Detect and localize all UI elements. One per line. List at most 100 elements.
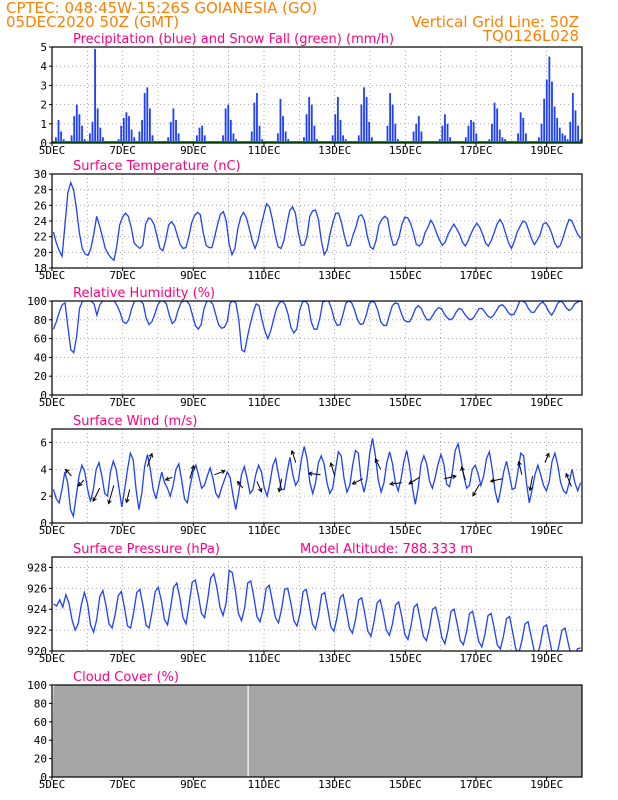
plot-area-humidity [52, 301, 581, 355]
x-tick-label: 13DEC [318, 269, 351, 282]
y-tick-label: 0 [40, 517, 47, 530]
precip-bar [308, 96, 311, 143]
precip-bar [60, 131, 63, 143]
figure-header: CPTEC: 048:45W-15:26S GOIANESIA (GO) 05D… [6, 0, 579, 45]
y-tick-label: 920 [27, 645, 47, 658]
precip-bar [250, 131, 253, 143]
precip-bar [551, 81, 553, 143]
panel-wind: Surface Wind (m/s) 0 2 4 6 5DEC 7DEC 9DEC 11DEC 1… [39, 414, 583, 537]
precip-bar [196, 135, 198, 143]
wind-arrow [544, 453, 550, 463]
precip-bar [149, 108, 151, 143]
x-tick-label: 17DEC [459, 778, 492, 791]
header-grid-note: Vertical Grid Line: 50Z [411, 13, 579, 31]
precip-bar [331, 135, 334, 143]
precip-bar [151, 135, 154, 143]
precip-bar [558, 127, 561, 143]
wind-arrow [461, 466, 466, 481]
precip-bar [305, 114, 308, 143]
x-tick-label: 11DEC [247, 778, 280, 791]
y-tick-label: 5 [40, 41, 47, 54]
x-tick-label: 11DEC [247, 269, 280, 282]
x-tick-label: 13DEC [318, 778, 351, 791]
wind-arrow [352, 478, 364, 485]
wind-arrow [374, 458, 382, 470]
precip-bar [522, 118, 525, 143]
panel-frame [51, 46, 583, 144]
precip-bar [470, 119, 472, 143]
panel-frame [51, 300, 583, 396]
precip-bar [258, 125, 261, 143]
humidity-line [52, 301, 581, 355]
precip-bar [360, 104, 363, 143]
wind-arrow [65, 469, 72, 477]
panel-cloud: Cloud Cover (%) 0 20 40 60 80 100 5DEC 7DEC 9DEC 1… [27, 670, 583, 791]
y-tick-label: 2 [40, 490, 47, 503]
precip-bar [524, 133, 527, 143]
wind-arrow [214, 470, 226, 476]
precip-bar [282, 116, 284, 143]
precip-bar [491, 123, 493, 143]
plot-area-cloud [52, 685, 582, 777]
precip-bar [138, 131, 141, 143]
precip-bar [519, 112, 522, 143]
wind-arrow [472, 483, 480, 497]
precip-bar [227, 104, 230, 143]
precip-bar [420, 131, 423, 143]
precip-bar [130, 129, 133, 143]
wind-arrow-head [545, 452, 550, 458]
precip-bar [81, 125, 83, 143]
wind-arrow-head [451, 474, 457, 480]
precip-bar [386, 125, 389, 143]
x-tick-label: 19DEC [530, 396, 563, 409]
precip-bar [493, 102, 496, 143]
precip-bar [363, 87, 365, 143]
x-tick-label: 17DEC [459, 144, 492, 157]
precip-bar [284, 131, 287, 143]
x-tick-label: 5DEC [39, 652, 66, 665]
y-tick-label: 926 [27, 582, 47, 595]
y-tick-label: 28 [34, 184, 47, 197]
y-tick-label: 60 [34, 716, 47, 729]
y-tick-label: 100 [27, 679, 47, 692]
panel-title-humidity: Relative Humidity (%) [73, 286, 215, 301]
plot-area-precip [52, 48, 582, 143]
wind-arrow [565, 473, 572, 487]
y-tick-label: 22 [34, 231, 47, 244]
precip-bar [472, 121, 475, 143]
precip-bar [55, 137, 57, 143]
x-tick-label: 17DEC [459, 652, 492, 665]
wind-arrow-head [517, 460, 522, 466]
x-tick-label: 15DEC [389, 524, 422, 537]
panel-frame [51, 428, 583, 524]
precip-bar [96, 108, 99, 143]
panel-title-temperature: Surface Temperature (nC) [73, 159, 241, 174]
x-tick-label: 15DEC [389, 144, 422, 157]
precip-bar [169, 121, 172, 143]
wind-arrow-head [408, 480, 414, 485]
wind-arrow [308, 472, 321, 476]
precip-bar [229, 119, 232, 143]
wind-arrow-head [220, 469, 226, 475]
x-tick-label: 15DEC [389, 778, 422, 791]
wind-arrow-head [528, 486, 533, 492]
precip-bar [569, 121, 572, 143]
panels: Precipitation (blue) and Snow Fall (gree… [27, 32, 583, 791]
pressure-line [53, 569, 581, 651]
precip-bar [120, 125, 123, 143]
plot-area-temperature [52, 180, 582, 262]
y-tick-label: 80 [34, 697, 47, 710]
wind-line [52, 438, 582, 519]
precip-bar [313, 125, 316, 143]
x-tick-label: 7DEC [109, 396, 136, 409]
x-tick-label: 7DEC [109, 269, 136, 282]
y-tick-label: 24 [34, 215, 48, 228]
wind-arrow-head [125, 498, 130, 504]
y-tick-label: 0 [40, 771, 47, 784]
wind-arrow [408, 476, 420, 485]
precip-bar [125, 112, 128, 143]
panel-frame [51, 684, 583, 778]
wind-arrow [518, 461, 523, 475]
x-tick-label: 17DEC [459, 396, 492, 409]
precip-bar [276, 133, 279, 143]
